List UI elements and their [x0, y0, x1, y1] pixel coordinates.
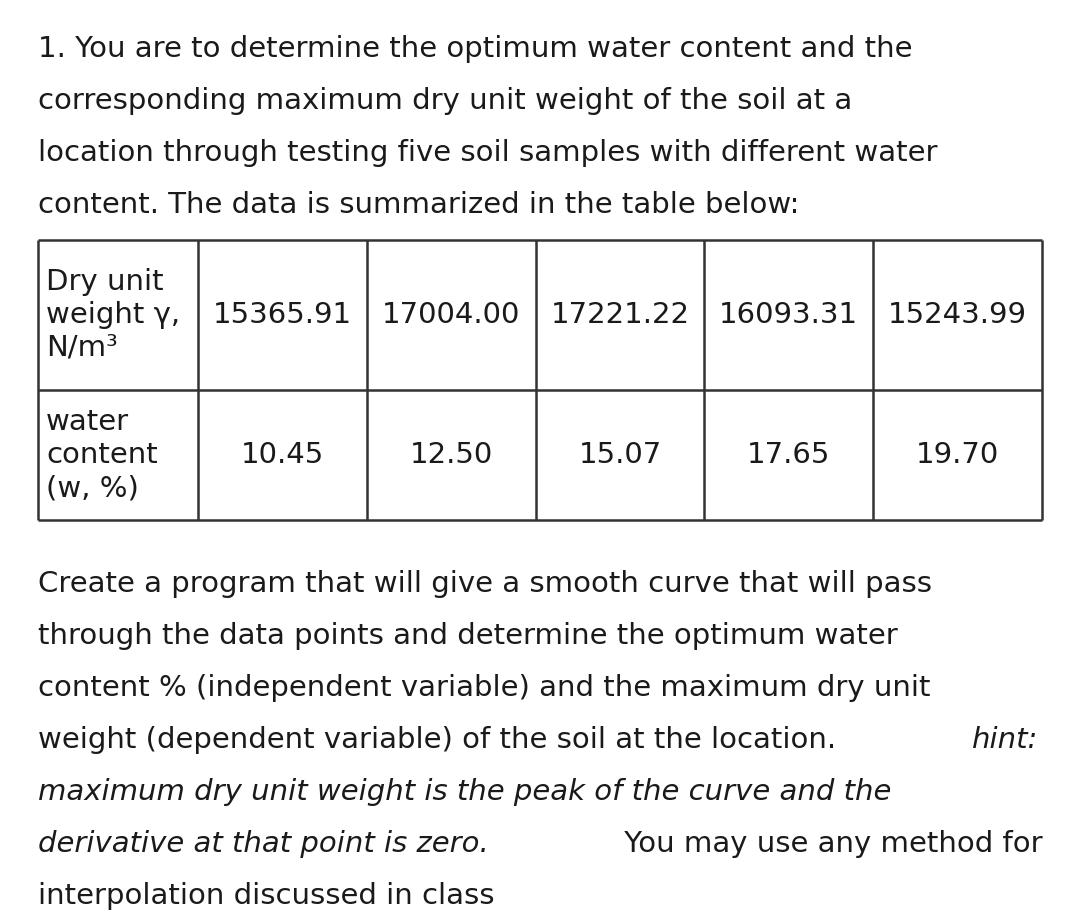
Text: maximum dry unit weight is the peak of the curve and the: maximum dry unit weight is the peak of t… — [38, 778, 891, 806]
Text: You may use any method for: You may use any method for — [616, 830, 1043, 858]
Text: 17.65: 17.65 — [747, 441, 831, 469]
Text: corresponding maximum dry unit weight of the soil at a: corresponding maximum dry unit weight of… — [38, 87, 852, 115]
Text: 17221.22: 17221.22 — [551, 301, 689, 329]
Text: N/m³: N/m³ — [46, 334, 118, 362]
Text: through the data points and determine the optimum water: through the data points and determine th… — [38, 622, 897, 650]
Text: content % (independent variable) and the maximum dry unit: content % (independent variable) and the… — [38, 674, 931, 702]
Text: 10.45: 10.45 — [241, 441, 324, 469]
Text: Create a program that will give a smooth curve that will pass: Create a program that will give a smooth… — [38, 570, 932, 598]
Text: derivative at that point is zero.: derivative at that point is zero. — [38, 830, 489, 858]
Text: 1. You are to determine the optimum water content and the: 1. You are to determine the optimum wate… — [38, 35, 913, 63]
Text: content: content — [46, 441, 158, 469]
Text: 15365.91: 15365.91 — [213, 301, 352, 329]
Text: 17004.00: 17004.00 — [382, 301, 521, 329]
Text: hint:: hint: — [972, 726, 1038, 754]
Text: 15243.99: 15243.99 — [888, 301, 1027, 329]
Text: weight (dependent variable) of the soil at the location.: weight (dependent variable) of the soil … — [38, 726, 846, 754]
Text: Dry unit: Dry unit — [46, 268, 164, 296]
Text: interpolation discussed in class: interpolation discussed in class — [38, 882, 495, 910]
Text: 15.07: 15.07 — [579, 441, 662, 469]
Text: location through testing five soil samples with different water: location through testing five soil sampl… — [38, 139, 937, 167]
Text: 16093.31: 16093.31 — [719, 301, 859, 329]
Text: weight γ,: weight γ, — [46, 301, 180, 329]
Text: 19.70: 19.70 — [916, 441, 999, 469]
Text: water: water — [46, 408, 130, 436]
Text: (w, %): (w, %) — [46, 474, 139, 502]
Text: 12.50: 12.50 — [409, 441, 492, 469]
Text: content. The data is summarized in the table below:: content. The data is summarized in the t… — [38, 191, 799, 219]
